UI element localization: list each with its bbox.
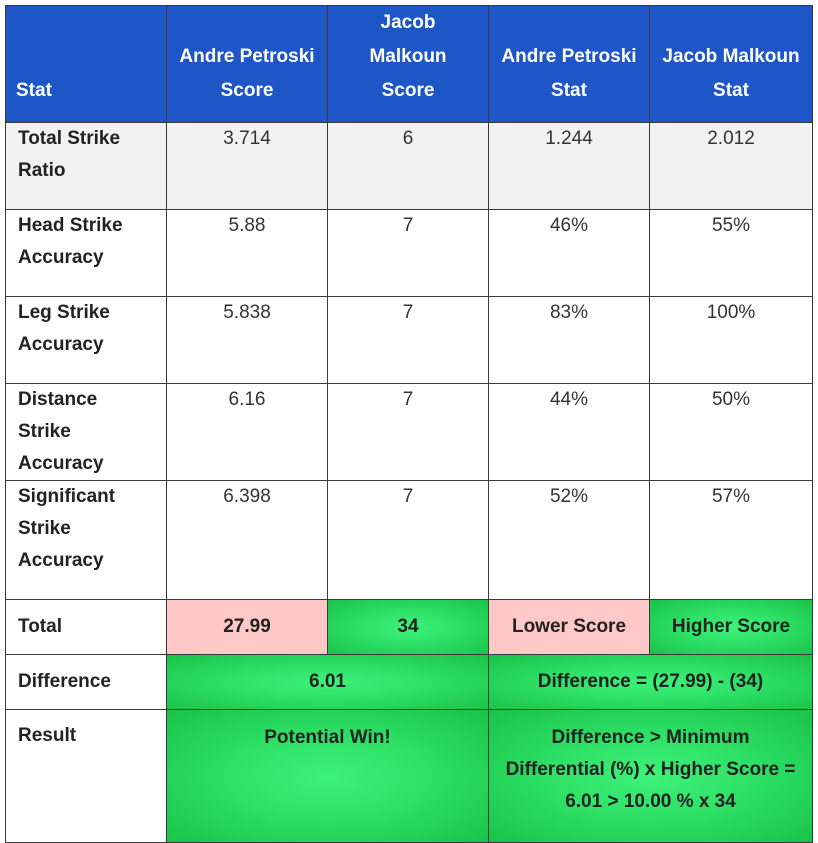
- table-row: Distance Strike Accuracy 6.16 7 44% 50%: [5, 383, 813, 481]
- andre-score-cell: 6.16: [166, 383, 328, 481]
- header-jacob-stat: Jacob Malkoun Stat: [649, 5, 813, 123]
- jacob-score-cell: 6: [327, 122, 489, 210]
- difference-value: 6.01: [166, 654, 489, 710]
- jacob-score-cell: 7: [327, 296, 489, 384]
- fighter-comparison-table: Stat Andre Petroski Score Jacob Malkoun Sc…: [5, 5, 813, 843]
- total-row: Total 27.99 34 Lower Score Higher Score: [5, 599, 813, 655]
- total-label: Total: [5, 599, 167, 655]
- andre-score-cell: 5.88: [166, 209, 328, 297]
- row-stat-label: Significant Strike Accuracy: [5, 480, 167, 600]
- jacob-stat-cell: 2.012: [649, 122, 813, 210]
- andre-stat-cell: 44%: [488, 383, 650, 481]
- andre-stat-cell: 46%: [488, 209, 650, 297]
- result-formula: Difference > Minimum Differential (%) x …: [488, 709, 813, 843]
- difference-row: Difference 6.01 Difference = (27.99) - (…: [5, 654, 813, 710]
- andre-stat-cell: 1.244: [488, 122, 650, 210]
- header-andre-stat: Andre Petroski Stat: [488, 5, 650, 123]
- table-row: Total Strike Ratio 3.714 6 1.244 2.012: [5, 122, 813, 210]
- result-label: Result: [5, 709, 167, 843]
- header-row: Stat Andre Petroski Score Jacob Malkoun Sc…: [5, 5, 813, 123]
- jacob-stat-cell: 100%: [649, 296, 813, 384]
- andre-total-score: 27.99: [166, 599, 328, 655]
- result-row: Result Potential Win! Difference > Minim…: [5, 709, 813, 843]
- andre-stat-cell: 52%: [488, 480, 650, 600]
- jacob-total-score: 34: [327, 599, 489, 655]
- andre-score-cell: 6.398: [166, 480, 328, 600]
- jacob-stat-cell: 55%: [649, 209, 813, 297]
- comparison-table-wrapper: Stat Andre Petroski Score Jacob Malkoun Sc…: [5, 5, 813, 843]
- jacob-stat-cell: 57%: [649, 480, 813, 600]
- higher-score-badge: Higher Score: [649, 599, 813, 655]
- difference-formula: Difference = (27.99) - (34): [488, 654, 813, 710]
- table-row: Head Strike Accuracy 5.88 7 46% 55%: [5, 209, 813, 297]
- andre-score-cell: 3.714: [166, 122, 328, 210]
- andre-stat-cell: 83%: [488, 296, 650, 384]
- table-row: Leg Strike Accuracy 5.838 7 83% 100%: [5, 296, 813, 384]
- header-andre-score: Andre Petroski Score: [166, 5, 328, 123]
- jacob-score-cell: 7: [327, 209, 489, 297]
- header-jacob-score: Jacob Malkoun Score: [327, 5, 489, 123]
- row-stat-label: Leg Strike Accuracy: [5, 296, 167, 384]
- row-stat-label: Distance Strike Accuracy: [5, 383, 167, 481]
- table-row: Significant Strike Accuracy 6.398 7 52% …: [5, 480, 813, 600]
- difference-label: Difference: [5, 654, 167, 710]
- andre-score-cell: 5.838: [166, 296, 328, 384]
- row-stat-label: Head Strike Accuracy: [5, 209, 167, 297]
- row-stat-label: Total Strike Ratio: [5, 122, 167, 210]
- jacob-score-cell: 7: [327, 383, 489, 481]
- result-value: Potential Win!: [166, 709, 489, 843]
- jacob-score-cell: 7: [327, 480, 489, 600]
- header-stat: Stat: [5, 5, 167, 123]
- jacob-stat-cell: 50%: [649, 383, 813, 481]
- lower-score-badge: Lower Score: [488, 599, 650, 655]
